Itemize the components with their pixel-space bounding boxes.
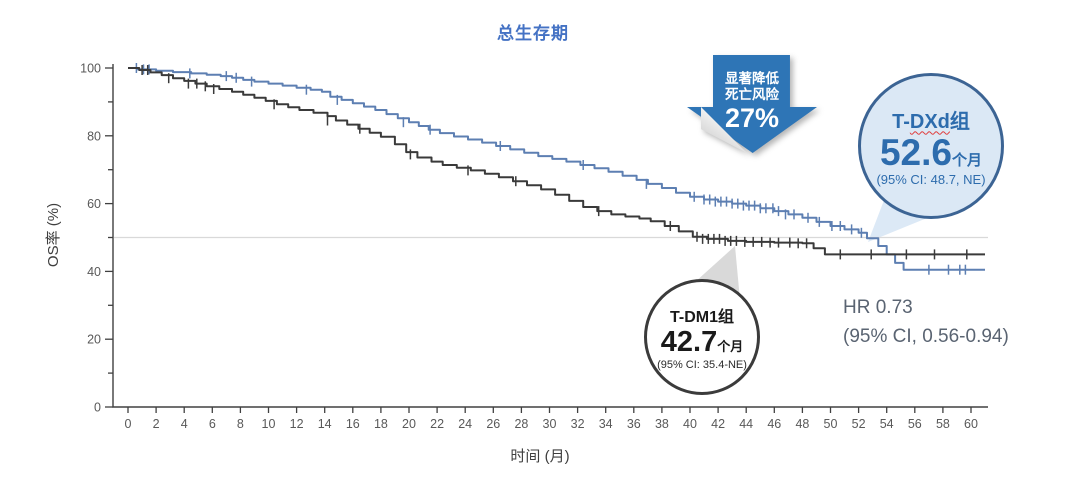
tdxd-callout-tail (868, 195, 932, 242)
y-axis-label: OS率 (%) (45, 202, 62, 268)
tdxd-median-ci: (95% CI: 48.7, NE) (876, 172, 986, 188)
x-tick-label: 6 (209, 417, 216, 431)
x-tick-label: 4 (181, 417, 188, 431)
risk-reduction-arrow: 显著降低 死亡风险 27% (687, 55, 817, 153)
tdxd-group-drug: DXd (909, 110, 950, 133)
tdxd-group-suffix: 组 (949, 110, 970, 133)
t-dm1-survival-curve (128, 67, 985, 256)
down-arrow-shape: 显著降低 死亡风险 27% (687, 55, 817, 153)
tdm1-median-value: 42.7 (660, 326, 718, 359)
tdm1-group-label: T-DM1组 (669, 309, 734, 327)
tdm1-median-badge: T-DM1组 42.7 个月 (95% CI: 35.4-NE) (644, 279, 760, 395)
x-tick-label: 42 (711, 417, 725, 431)
y-tick-label: 60 (87, 197, 101, 211)
tdm1-median-row: 42.7 个月 (660, 326, 744, 359)
x-tick-label: 26 (486, 417, 500, 431)
arrow-percentage: 27% (724, 103, 780, 134)
y-tick-label: 20 (87, 333, 101, 347)
x-tick-label: 44 (739, 417, 753, 431)
tdxd-group-label: T-DXd组 (892, 105, 970, 134)
x-tick-label: 56 (908, 417, 922, 431)
x-tick-label: 14 (318, 417, 332, 431)
x-tick-label: 24 (458, 417, 472, 431)
x-tick-label: 52 (852, 417, 866, 431)
x-tick-label: 2 (153, 417, 160, 431)
x-tick-label: 12 (290, 417, 304, 431)
x-tick-label: 46 (767, 417, 781, 431)
x-tick-label: 16 (346, 417, 360, 431)
arrow-text-line2: 死亡风险 (725, 87, 779, 103)
x-tick-label: 58 (936, 417, 950, 431)
x-tick-label: 36 (627, 417, 641, 431)
y-tick-label: 80 (87, 129, 101, 143)
tdxd-median-value: 52.6 (879, 131, 952, 173)
hazard-ratio-annotation: HR 0.73 (95% CI, 0.56-0.94) (843, 293, 1009, 352)
axis-lines (112, 64, 988, 408)
tdm1-median-ci: (95% CI: 35.4-NE) (657, 358, 747, 371)
tdxd-median-row: 52.6 个月 (879, 131, 983, 173)
x-tick-label: 34 (599, 417, 613, 431)
x-tick-label: 40 (683, 417, 697, 431)
x-tick-label: 18 (374, 417, 388, 431)
t-dxd-survival-curve (128, 67, 985, 271)
y-tick-label: 0 (94, 401, 101, 415)
arrow-text-line1: 显著降低 (725, 71, 779, 86)
x-tick-label: 60 (964, 417, 978, 431)
x-tick-label: 48 (795, 417, 809, 431)
x-tick-label: 28 (514, 417, 528, 431)
y-tick-label: 40 (87, 265, 101, 279)
x-tick-label: 50 (824, 417, 838, 431)
x-axis-label: 时间 (月) (510, 448, 570, 465)
x-tick-label: 8 (237, 417, 244, 431)
chart-title: 总生存期 (497, 24, 569, 43)
tdxd-median-badge: T-DXd组 52.6 个月 (95% CI: 48.7, NE) (858, 73, 1004, 219)
x-tick-label: 32 (571, 417, 585, 431)
x-tick-label: 38 (655, 417, 669, 431)
tdxd-median-unit: 个月 (952, 151, 983, 169)
x-tick-label: 10 (262, 417, 276, 431)
hr-ci: (95% CI, 0.56-0.94) (843, 326, 1009, 348)
x-tick-label: 0 (125, 417, 132, 431)
x-tick-label: 30 (543, 417, 557, 431)
tdm1-median-unit: 个月 (717, 339, 744, 355)
x-tick-label: 22 (430, 417, 444, 431)
x-tick-label: 20 (402, 417, 416, 431)
x-tick-label: 54 (880, 417, 894, 431)
hr-value: HR 0.73 (843, 297, 913, 318)
y-tick-label: 100 (80, 62, 101, 76)
tdxd-group-prefix: T- (892, 110, 910, 133)
